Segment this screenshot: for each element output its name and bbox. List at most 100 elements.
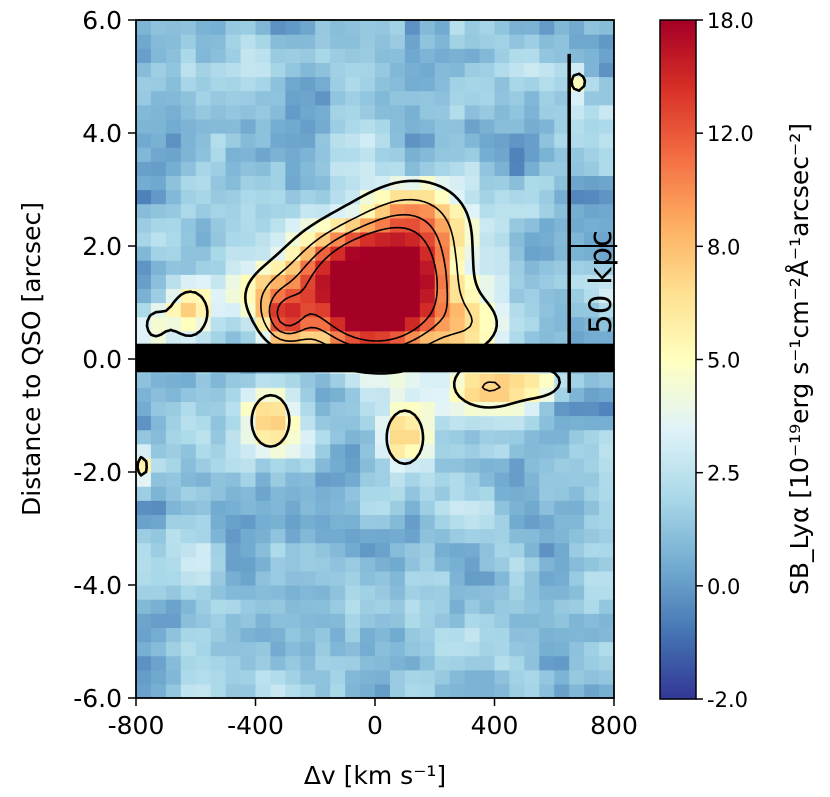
heatmap-cell bbox=[479, 500, 496, 515]
heatmap-cell bbox=[225, 48, 242, 63]
heatmap-cell bbox=[404, 104, 421, 120]
heatmap-cell bbox=[554, 246, 570, 261]
heatmap-cell bbox=[539, 472, 555, 487]
heatmap-cell bbox=[375, 585, 391, 600]
heatmap-cell bbox=[285, 189, 301, 205]
heatmap-cell bbox=[210, 62, 227, 78]
colorbar-step bbox=[660, 230, 696, 235]
heatmap-cell bbox=[165, 133, 182, 148]
heatmap-cell bbox=[509, 203, 525, 219]
heatmap-cell bbox=[449, 288, 466, 304]
heatmap-cell bbox=[315, 542, 331, 558]
heatmap-cell bbox=[434, 542, 451, 558]
heatmap-cell bbox=[240, 542, 257, 558]
heatmap-cell bbox=[375, 147, 391, 162]
heatmap-cell bbox=[599, 118, 614, 134]
heatmap-cell bbox=[330, 288, 346, 304]
heatmap-cell bbox=[479, 104, 496, 120]
heatmap-cell bbox=[180, 472, 197, 487]
heatmap-cell bbox=[599, 316, 614, 332]
heatmap-cell bbox=[270, 683, 286, 698]
heatmap-cell bbox=[315, 655, 331, 671]
heatmap-cell bbox=[404, 189, 421, 205]
heatmap-cell bbox=[300, 330, 316, 346]
x-tick-label: 800 bbox=[590, 711, 638, 740]
heatmap-cell bbox=[345, 542, 361, 558]
heatmap-cell bbox=[165, 260, 182, 275]
heatmap-cell bbox=[360, 528, 376, 544]
colorbar-step bbox=[660, 525, 696, 530]
heatmap-cell bbox=[539, 288, 555, 304]
heatmap-cell bbox=[285, 655, 301, 671]
colorbar-step bbox=[660, 74, 696, 79]
heatmap-cell bbox=[569, 429, 585, 445]
heatmap-cell bbox=[300, 599, 316, 614]
colorbar-step bbox=[660, 600, 696, 605]
heatmap-cell bbox=[494, 500, 511, 515]
heatmap-cell bbox=[375, 669, 391, 685]
heatmap-cell bbox=[539, 613, 555, 628]
heatmap-cell bbox=[210, 613, 227, 628]
heatmap-cell bbox=[569, 330, 585, 346]
colorbar-step bbox=[660, 193, 696, 198]
heatmap-plot: 50 kpc bbox=[135, 19, 619, 699]
heatmap-cell bbox=[509, 175, 525, 191]
heatmap-cell bbox=[345, 288, 361, 304]
heatmap-cell bbox=[150, 556, 167, 572]
heatmap-cell bbox=[210, 118, 227, 134]
colorbar-step bbox=[660, 454, 696, 459]
heatmap-cell bbox=[554, 669, 570, 685]
heatmap-cell bbox=[360, 669, 376, 685]
heatmap-cell bbox=[599, 217, 614, 233]
heatmap-cell bbox=[494, 288, 511, 304]
heatmap-cell bbox=[599, 585, 614, 600]
heatmap-cell bbox=[509, 528, 525, 544]
heatmap-cell bbox=[225, 330, 242, 346]
heatmap-cell bbox=[584, 161, 600, 176]
heatmap-cell bbox=[240, 613, 257, 628]
heatmap-cell bbox=[494, 486, 511, 501]
colorbar-tick-label: -2.0 bbox=[707, 688, 748, 712]
colorbar-step bbox=[660, 603, 696, 608]
heatmap-cell bbox=[136, 90, 152, 106]
heatmap-cell bbox=[300, 175, 316, 191]
heatmap-cell bbox=[225, 556, 242, 572]
heatmap-cell bbox=[180, 133, 197, 148]
heatmap-cell bbox=[315, 76, 331, 92]
colorbar-step bbox=[660, 668, 696, 673]
heatmap-cell bbox=[494, 429, 511, 445]
heatmap-cell bbox=[150, 500, 167, 515]
heatmap-cell bbox=[210, 570, 227, 586]
heatmap-cell bbox=[240, 373, 257, 388]
heatmap-cell bbox=[136, 655, 152, 671]
colorbar-step bbox=[660, 118, 696, 123]
heatmap-cell bbox=[330, 76, 346, 92]
heatmap-cell bbox=[240, 387, 257, 402]
heatmap-cell bbox=[569, 655, 585, 671]
heatmap-cell bbox=[270, 217, 286, 233]
colorbar-ticks: -2.00.02.55.08.012.018.0 bbox=[696, 9, 754, 712]
heatmap-cell bbox=[554, 133, 570, 148]
heatmap-cell bbox=[345, 147, 361, 162]
heatmap-cell bbox=[270, 528, 286, 544]
heatmap-cell bbox=[375, 274, 391, 289]
heatmap-cell bbox=[509, 373, 525, 388]
heatmap-cell bbox=[165, 330, 182, 346]
heatmap-cell bbox=[210, 655, 227, 671]
heatmap-cell bbox=[479, 669, 496, 685]
heatmap-cell bbox=[584, 76, 600, 92]
heatmap-cell bbox=[494, 175, 511, 191]
heatmap-cell bbox=[210, 189, 227, 205]
heatmap-cell bbox=[464, 514, 481, 530]
heatmap-cell bbox=[494, 231, 511, 247]
heatmap-cell bbox=[255, 500, 272, 515]
heatmap-cell bbox=[315, 133, 331, 148]
heatmap-cell bbox=[554, 500, 570, 515]
heatmap-cell bbox=[419, 133, 436, 148]
heatmap-cell bbox=[330, 655, 346, 671]
heatmap-cell bbox=[150, 415, 167, 431]
heatmap-cell bbox=[270, 641, 286, 657]
heatmap-cell bbox=[360, 147, 376, 162]
heatmap-cell bbox=[180, 514, 197, 530]
heatmap-cell bbox=[150, 373, 167, 388]
